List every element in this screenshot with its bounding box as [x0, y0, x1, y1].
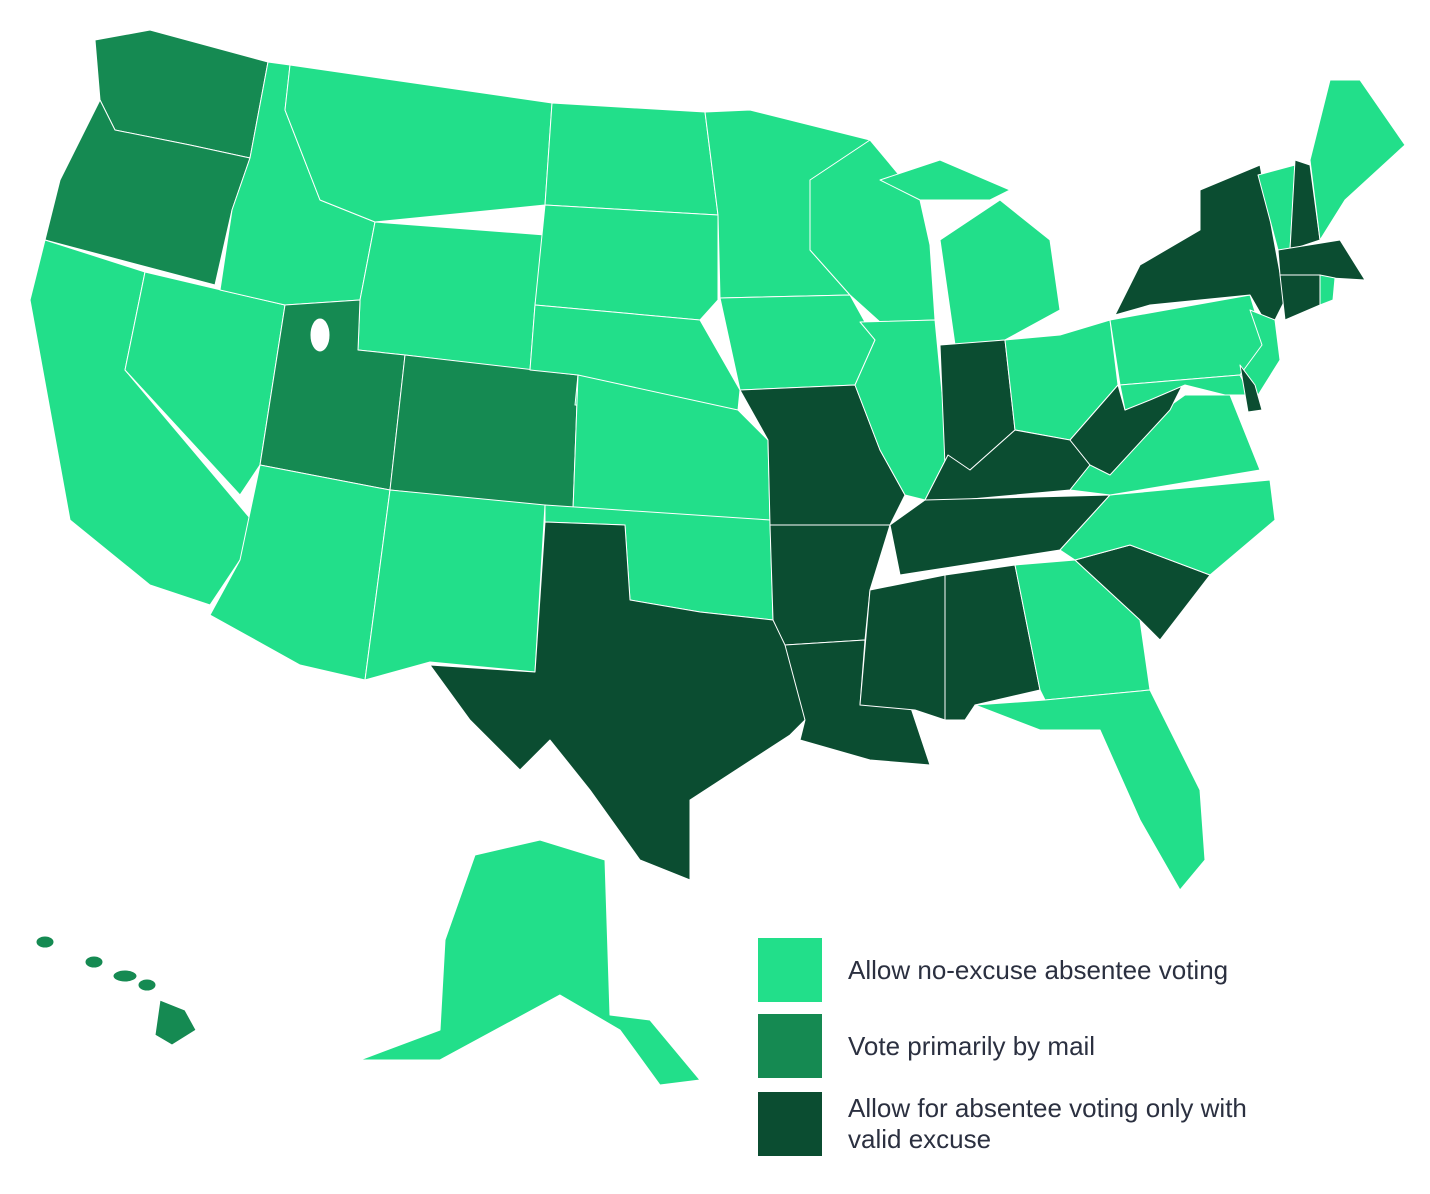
legend-label: Allow for absentee voting only with vali…: [848, 1093, 1247, 1154]
state: [1277, 239, 1366, 281]
state: [364, 489, 546, 681]
state: [939, 199, 1061, 346]
legend-label: Vote primarily by mail: [848, 1030, 1096, 1061]
lake: [310, 318, 330, 352]
state: [1309, 79, 1406, 241]
state: [112, 969, 138, 983]
state: [359, 839, 701, 1086]
state: [389, 354, 579, 511]
legend-item: Allow for absentee voting only with vali…: [758, 1092, 1258, 1156]
state: [154, 999, 197, 1046]
state: [572, 374, 771, 521]
state: [534, 204, 719, 321]
state: [974, 689, 1206, 891]
state: [357, 221, 546, 371]
legend-swatch: [758, 938, 822, 1002]
legend-label: Allow no-excuse absentee voting: [848, 954, 1229, 985]
state: [1279, 274, 1321, 321]
state: [719, 294, 876, 391]
state: [209, 464, 391, 681]
state: [84, 955, 104, 969]
state: [544, 102, 719, 216]
state: [1059, 479, 1276, 576]
legend-swatch: [758, 1092, 822, 1156]
state: [1319, 274, 1336, 306]
legend-swatch: [758, 1014, 822, 1078]
state: [854, 319, 949, 501]
state: [429, 521, 806, 881]
state: [35, 935, 55, 949]
state: [284, 64, 553, 223]
state: [879, 159, 1011, 201]
state: [1114, 164, 1286, 331]
legend-item: Vote primarily by mail: [758, 1014, 1268, 1078]
state: [1239, 364, 1263, 413]
state: [1069, 379, 1186, 476]
state: [889, 494, 1111, 576]
state: [137, 978, 157, 992]
legend-item: Allow no-excuse absentee voting: [758, 938, 1268, 1002]
state: [859, 574, 946, 721]
